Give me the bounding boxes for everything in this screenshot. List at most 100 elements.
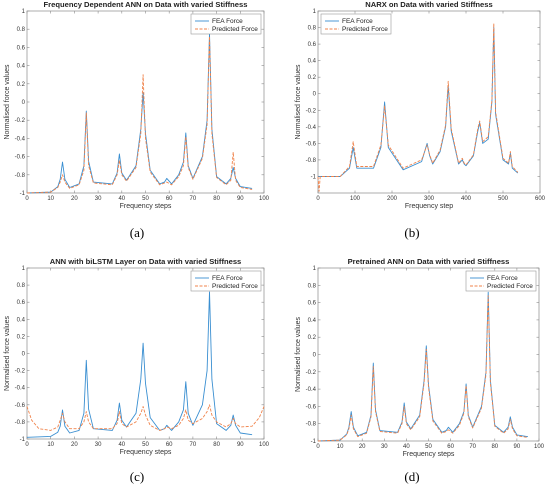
y-tick-label: -0.8 — [306, 422, 317, 428]
legend-label: Predicted Force — [342, 26, 388, 33]
y-tick-label: -1 — [311, 174, 317, 180]
chart-title: NARX on Data with varied Stiffness — [365, 0, 492, 9]
chart-svg-d: Pretrained ANN on Data with varied Stiff… — [295, 257, 545, 484]
series-line-predicted-force — [26, 36, 253, 194]
x-tick-label: 80 — [213, 196, 220, 202]
legend-label: FEA Force — [212, 275, 243, 282]
x-tick-label: 70 — [190, 196, 197, 202]
y-tick-label: -1 — [20, 437, 26, 443]
y-tick-label: 0.2 — [308, 335, 317, 341]
x-tick-label: 90 — [237, 196, 244, 202]
legend-label: Predicted Force — [212, 26, 258, 33]
x-tick-label: 60 — [166, 442, 173, 448]
x-tick-label: 70 — [469, 444, 476, 450]
x-tick-label: 20 — [359, 444, 366, 450]
y-tick-label: -0.6 — [15, 403, 26, 409]
y-tick-label: -0.6 — [15, 155, 26, 161]
x-tick-label: 10 — [47, 442, 54, 448]
y-tick-label: 1 — [313, 266, 317, 272]
chart-title: ANN with biLSTM Layer on Data with varie… — [50, 257, 242, 266]
y-tick-label: -0.2 — [15, 118, 26, 124]
x-tick-label: 50 — [425, 444, 432, 450]
x-tick-label: 60 — [166, 196, 173, 202]
y-tick-label: 0.8 — [17, 27, 26, 33]
x-tick-label: 30 — [95, 442, 102, 448]
chart-svg-a: Frequency Dependent ANN on Data with var… — [4, 0, 270, 240]
x-tick-label: 200 — [387, 196, 398, 202]
y-tick-label: 0.6 — [308, 42, 317, 48]
panel-caption: (d) — [404, 469, 419, 484]
series-line-predicted-force — [317, 22, 519, 192]
x-tick-label: 0 — [316, 196, 320, 202]
plot-area — [26, 267, 265, 440]
y-tick-label: -0.2 — [306, 370, 317, 376]
x-tick-label: 50 — [142, 442, 149, 448]
x-tick-label: 40 — [118, 442, 125, 448]
y-tick-label: 1 — [313, 9, 317, 15]
x-tick-label: 500 — [498, 196, 509, 202]
chart-panel-c: ANN with biLSTM Layer on Data with varie… — [0, 244, 275, 487]
x-tick-label: 10 — [337, 444, 344, 450]
y-tick-label: -0.6 — [306, 404, 317, 410]
x-tick-label: 0 — [316, 444, 320, 450]
x-tick-label: 600 — [535, 196, 546, 202]
x-tick-label: 100 — [350, 196, 361, 202]
x-tick-label: 90 — [237, 442, 244, 448]
x-tick-label: 40 — [403, 444, 410, 450]
y-tick-label: -0.4 — [306, 387, 317, 393]
plot-area — [317, 267, 540, 442]
y-tick-label: -0.6 — [306, 141, 317, 147]
y-tick-label: 0 — [313, 353, 317, 359]
y-tick-label: -1 — [20, 191, 26, 197]
x-tick-label: 50 — [142, 196, 149, 202]
x-tick-label: 80 — [491, 444, 498, 450]
x-axis-label: Frequency steps — [120, 203, 172, 210]
series-line-predicted-force — [317, 295, 528, 442]
plot-area — [317, 10, 541, 194]
y-axis-label: Normalised force values — [4, 64, 11, 140]
y-tick-label: 0.8 — [308, 26, 317, 32]
y-tick-label: -1 — [311, 439, 317, 445]
y-tick-label: 0.6 — [308, 301, 317, 307]
y-tick-label: 0.2 — [308, 75, 317, 81]
y-tick-label: 0.4 — [17, 317, 26, 323]
x-tick-label: 40 — [118, 196, 125, 202]
y-tick-label: 0.4 — [17, 64, 26, 70]
series-line-predicted-force — [26, 404, 265, 431]
y-tick-label: 0 — [22, 352, 26, 358]
x-axis-label: Frequency steps — [120, 449, 172, 456]
y-tick-label: -0.4 — [15, 386, 26, 392]
y-tick-label: 0.2 — [17, 82, 26, 88]
y-tick-label: 0.4 — [308, 318, 317, 324]
legend-label: FEA Force — [342, 18, 373, 25]
y-tick-label: 0 — [313, 92, 317, 98]
x-tick-label: 100 — [259, 442, 270, 448]
y-tick-label: 0.8 — [308, 283, 317, 289]
y-tick-label: -0.4 — [306, 125, 317, 131]
y-axis-label: Normalised force values — [4, 315, 11, 391]
x-tick-label: 0 — [25, 442, 29, 448]
y-tick-label: 0.6 — [17, 300, 26, 306]
y-tick-label: -0.8 — [15, 173, 26, 179]
y-tick-label: 0.8 — [17, 283, 26, 289]
y-axis-label: Normalised force values — [295, 316, 302, 392]
x-tick-label: 60 — [447, 444, 454, 450]
series-line-fea-force — [26, 291, 253, 438]
x-tick-label: 30 — [95, 196, 102, 202]
y-tick-label: 0 — [22, 100, 26, 106]
chart-title: Pretrained ANN on Data with varied Stiff… — [348, 257, 510, 266]
y-tick-label: -0.4 — [15, 136, 26, 142]
y-tick-label: 0.6 — [17, 45, 26, 51]
y-tick-label: -0.2 — [306, 108, 317, 114]
legend-label: Predicted Force — [212, 283, 258, 290]
panel-caption: (c) — [130, 469, 144, 484]
x-tick-label: 20 — [71, 442, 78, 448]
x-tick-label: 70 — [190, 442, 197, 448]
chart-title: Frequency Dependent ANN on Data with var… — [44, 0, 248, 9]
x-tick-label: 300 — [424, 196, 435, 202]
panel-caption: (a) — [130, 225, 144, 240]
x-axis-label: Frequency step — [405, 203, 453, 210]
legend-label: Predicted Force — [487, 283, 533, 290]
chart-panel-a: Frequency Dependent ANN on Data with var… — [0, 0, 275, 243]
